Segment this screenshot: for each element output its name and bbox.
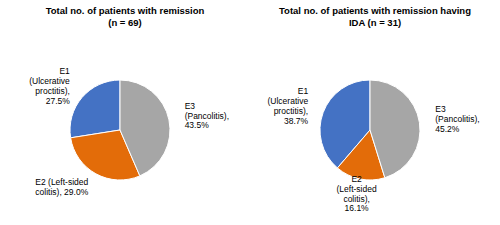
data-label: E3(Pancolitis),43.5%: [185, 101, 229, 131]
text-line: IDA (n = 31): [349, 17, 401, 28]
pie-slice: [370, 80, 420, 178]
chart-title: Total no. of patients with remission hav…: [279, 5, 471, 28]
text-line: (Pancolitis),: [435, 114, 479, 124]
text-line: E3: [435, 105, 446, 115]
text-line: (Ulcerative: [267, 96, 308, 106]
data-label: E1(Ulcerativeproctitis),27.5%: [29, 67, 70, 106]
text-line: E1: [298, 87, 309, 97]
data-label: E2(Left-sidedcolitis),16.1%: [337, 174, 377, 213]
text-line: Total no. of patients with remission: [46, 5, 205, 16]
text-line: 38.7%: [284, 116, 309, 126]
text-line: colitis), 29.0%: [35, 187, 88, 197]
text-line: 45.2%: [435, 124, 460, 134]
text-line: (Pancolitis),: [185, 111, 229, 121]
text-line: Total no. of patients with remission hav…: [279, 5, 471, 16]
text-line: E1: [59, 67, 70, 77]
slice-labels: E1(Ulcerativeproctitis),27.5% E2 (Left-si…: [29, 67, 229, 197]
text-line: E2 (Left-sided: [35, 177, 88, 187]
text-line: (n = 69): [108, 17, 142, 28]
text-line: (Left-sided: [337, 184, 377, 194]
text-line: 43.5%: [185, 121, 210, 131]
slices: [70, 80, 170, 180]
text-line: proctitis),: [35, 86, 69, 96]
text-line: E3: [185, 101, 196, 111]
chart-title: Total no. of patients with remission(n =…: [46, 5, 205, 28]
text-line: (Ulcerative: [29, 76, 70, 86]
slice-labels: E1(Ulcerativeproctitis),38.7% E2(Left-sid…: [267, 87, 479, 214]
data-label: E2 (Left-sidedcolitis), 29.0%: [35, 177, 88, 197]
text-line: 16.1%: [345, 204, 370, 214]
slices: [320, 80, 420, 180]
pie-chart: Total no. of patients with remission hav…: [267, 5, 479, 214]
data-label: E3(Pancolitis),45.2%: [435, 105, 479, 135]
text-line: 27.5%: [46, 96, 71, 106]
text-line: proctitis),: [274, 106, 308, 116]
text-line: E2: [351, 174, 362, 184]
data-label: E1(Ulcerativeproctitis),38.7%: [267, 87, 308, 126]
pie-chart: Total no. of patients with remission(n =…: [29, 5, 229, 197]
figure: Total no. of patients with remission(n =…: [0, 0, 500, 225]
pie-slice: [120, 80, 170, 176]
text-line: colitis),: [343, 194, 369, 204]
pie-slice: [70, 80, 120, 138]
